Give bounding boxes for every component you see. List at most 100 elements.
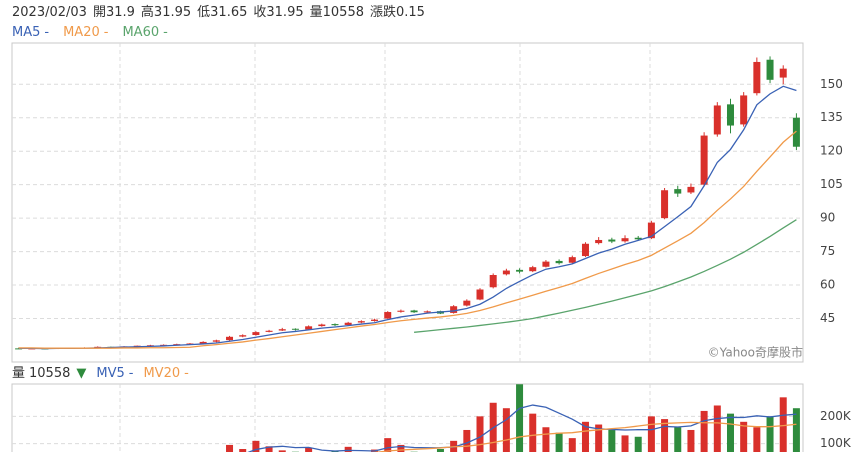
candle-body [397, 310, 405, 312]
y-tick-label: 135 [820, 110, 843, 124]
y-tick-label: 120 [820, 144, 843, 158]
candle-body [542, 261, 550, 267]
volume-bar [305, 447, 313, 452]
volume-bar [700, 410, 708, 452]
candle-body [726, 104, 734, 126]
volume-bar [265, 446, 273, 452]
volume-bar [239, 449, 247, 452]
volume-label: 量 [12, 366, 25, 381]
candle-body [410, 310, 418, 313]
header-field-value: 0.15 [396, 5, 425, 20]
y-tick-label: 105 [820, 177, 843, 191]
header-field-value: 31.95 [154, 5, 191, 20]
candle-body [252, 332, 260, 336]
header: 2023/02/03 開31.9 高31.95 低31.65 收31.95 量10558 漲… [12, 4, 425, 20]
y-tick-label: 60 [820, 278, 835, 292]
candle-body [753, 61, 761, 94]
volume-bar [463, 429, 471, 452]
header-field-label: 高 [141, 4, 154, 20]
volume-bar [436, 449, 444, 452]
legend-value: - [163, 25, 168, 40]
candle-body [674, 189, 682, 194]
volume-bar [516, 384, 524, 452]
candle-body [529, 267, 537, 272]
candle-body [779, 68, 787, 78]
candle-body [516, 269, 524, 272]
candle-body [713, 105, 721, 135]
legend-name: MA20 [63, 25, 100, 40]
y-tick-label: 150 [820, 77, 843, 91]
volume-bar [726, 413, 734, 452]
volume-bar [529, 413, 537, 452]
volume-bar [674, 427, 682, 452]
candle-body [344, 322, 352, 325]
legend-value: - [44, 25, 49, 40]
volume-bar [476, 416, 484, 452]
candle-body [555, 260, 563, 264]
volume-bar [687, 429, 695, 452]
volume-bar [608, 429, 616, 452]
volume-bar [384, 438, 392, 452]
candle-body [291, 328, 299, 330]
y-tick-label: 90 [820, 211, 835, 225]
candle-body [278, 329, 286, 331]
price-plot-frame [11, 42, 804, 363]
candle-body [450, 306, 458, 313]
volume-bar [397, 444, 405, 452]
candle-body [595, 239, 603, 244]
candle-body [305, 326, 313, 330]
legend-value: - [184, 366, 189, 381]
candle-body [661, 190, 669, 219]
candle-body [687, 186, 695, 193]
legend-value: - [129, 366, 134, 381]
volume-bar [792, 408, 800, 452]
legend-name: MA5 [12, 25, 40, 40]
y-tick-label: 45 [820, 311, 835, 325]
plot-area [15, 56, 800, 350]
volume-bar [278, 450, 286, 452]
candle-body [502, 270, 510, 275]
candle-body [568, 257, 576, 263]
header-field-label: 收 [253, 5, 266, 20]
legend-name: MA60 [122, 25, 159, 40]
candle-body [740, 95, 748, 125]
volume-bar [766, 416, 774, 452]
candle-body [318, 324, 326, 327]
candle-body [199, 341, 207, 344]
candle-body [331, 324, 339, 326]
volume-bar [542, 427, 550, 452]
volume-bar [595, 424, 603, 452]
header-field-value: 31.9 [106, 5, 135, 20]
volume-bar [555, 432, 563, 452]
header-date: 2023/02/03 [12, 5, 87, 20]
candle-body [423, 311, 431, 313]
candle-body [265, 330, 273, 332]
moving-average-line [18, 85, 797, 350]
volume-bar [779, 397, 787, 452]
volume-value: 10558 [29, 366, 70, 381]
volume-bar [344, 446, 352, 452]
volume-arrow: ▼ [76, 366, 86, 381]
volume-bar [753, 427, 761, 452]
volume-bar [502, 408, 510, 452]
legend-value: - [104, 25, 109, 40]
candle-body [792, 117, 800, 147]
volume-plot-frame [11, 383, 804, 452]
y-tick-label: 100K [820, 436, 852, 450]
volume-bar [581, 421, 589, 452]
volume-bar [740, 421, 748, 452]
header-field-label: 開 [93, 5, 106, 20]
volume-bar [226, 444, 234, 452]
moving-average-line [371, 421, 797, 452]
header-field-value: 31.95 [266, 5, 303, 20]
volume-bar [634, 436, 642, 452]
y-tick-label: 75 [820, 244, 835, 258]
y-tick-label: 200K [820, 409, 852, 423]
candle-body [476, 289, 484, 300]
candle-body [700, 135, 708, 185]
plot-area [226, 384, 800, 452]
legend: MA5- MA20- MA60- [12, 25, 168, 40]
legend-name: MV20 [143, 366, 180, 381]
volume-bar [647, 416, 655, 452]
